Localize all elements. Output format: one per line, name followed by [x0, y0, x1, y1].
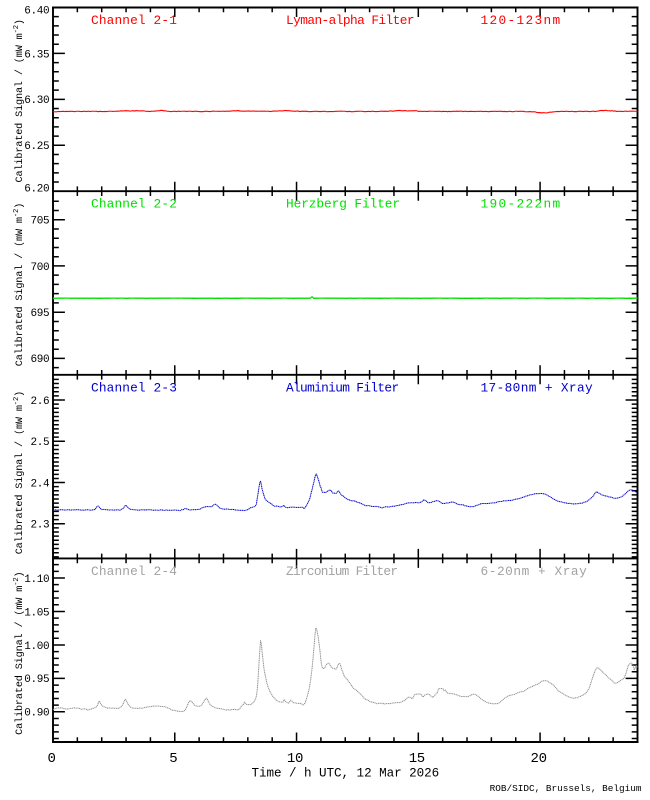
svg-text:1.00: 1.00: [24, 641, 49, 653]
svg-text:2.4: 2.4: [31, 478, 51, 490]
svg-text:690: 690: [31, 354, 50, 366]
svg-text:0.95: 0.95: [24, 674, 49, 686]
svg-text:Channel 2-3: Channel 2-3: [91, 380, 177, 395]
svg-text:Calibrated Signal / (mW m-2): Calibrated Signal / (mW m-2): [13, 19, 26, 182]
svg-text:6-20nm + Xray: 6-20nm + Xray: [481, 564, 588, 579]
svg-text:17-80nm + Xray: 17-80nm + Xray: [481, 380, 594, 395]
svg-text:Channel 2-1: Channel 2-1: [91, 13, 177, 28]
svg-text:Calibrated Signal / (mW m-2): Calibrated Signal / (mW m-2): [13, 203, 26, 366]
svg-text:6.20: 6.20: [24, 184, 49, 196]
svg-text:1.05: 1.05: [24, 607, 49, 619]
svg-text:ROB/SIDC, Brussels, Belgium: ROB/SIDC, Brussels, Belgium: [490, 783, 642, 794]
svg-text:Lyman-alpha Filter: Lyman-alpha Filter: [286, 13, 414, 28]
svg-text:Calibrated Signal / (mW m-2): Calibrated Signal / (mW m-2): [13, 391, 26, 554]
svg-text:6.40: 6.40: [24, 6, 49, 18]
svg-text:Herzberg Filter: Herzberg Filter: [286, 197, 400, 212]
svg-text:0: 0: [47, 751, 55, 767]
svg-text:695: 695: [31, 308, 50, 320]
svg-text:2.5: 2.5: [31, 437, 50, 449]
svg-text:Channel 2-2: Channel 2-2: [91, 197, 177, 212]
svg-text:190-222nm: 190-222nm: [481, 197, 562, 212]
svg-text:Aluminium Filter: Aluminium Filter: [286, 380, 398, 395]
svg-text:10: 10: [287, 751, 303, 767]
svg-text:Time / h UTC, 12 Mar 2026: Time / h UTC, 12 Mar 2026: [251, 766, 439, 780]
svg-text:Channel 2-4: Channel 2-4: [91, 564, 177, 579]
svg-text:705: 705: [31, 216, 50, 228]
svg-text:700: 700: [31, 262, 50, 274]
svg-text:Zirconium Filter: Zirconium Filter: [286, 564, 397, 579]
svg-text:120-123nm: 120-123nm: [481, 13, 562, 28]
svg-text:2.3: 2.3: [31, 520, 50, 532]
svg-text:2.6: 2.6: [31, 396, 50, 408]
svg-text:6.35: 6.35: [24, 49, 49, 61]
svg-text:0.90: 0.90: [24, 708, 49, 720]
svg-text:5: 5: [169, 751, 177, 767]
svg-text:6.30: 6.30: [24, 95, 49, 107]
svg-text:1.10: 1.10: [24, 574, 49, 586]
svg-text:15: 15: [409, 751, 425, 767]
svg-text:20: 20: [530, 751, 546, 767]
svg-text:6.25: 6.25: [24, 141, 49, 153]
svg-text:Calibrated Signal / (mW m-2): Calibrated Signal / (mW m-2): [13, 572, 26, 735]
